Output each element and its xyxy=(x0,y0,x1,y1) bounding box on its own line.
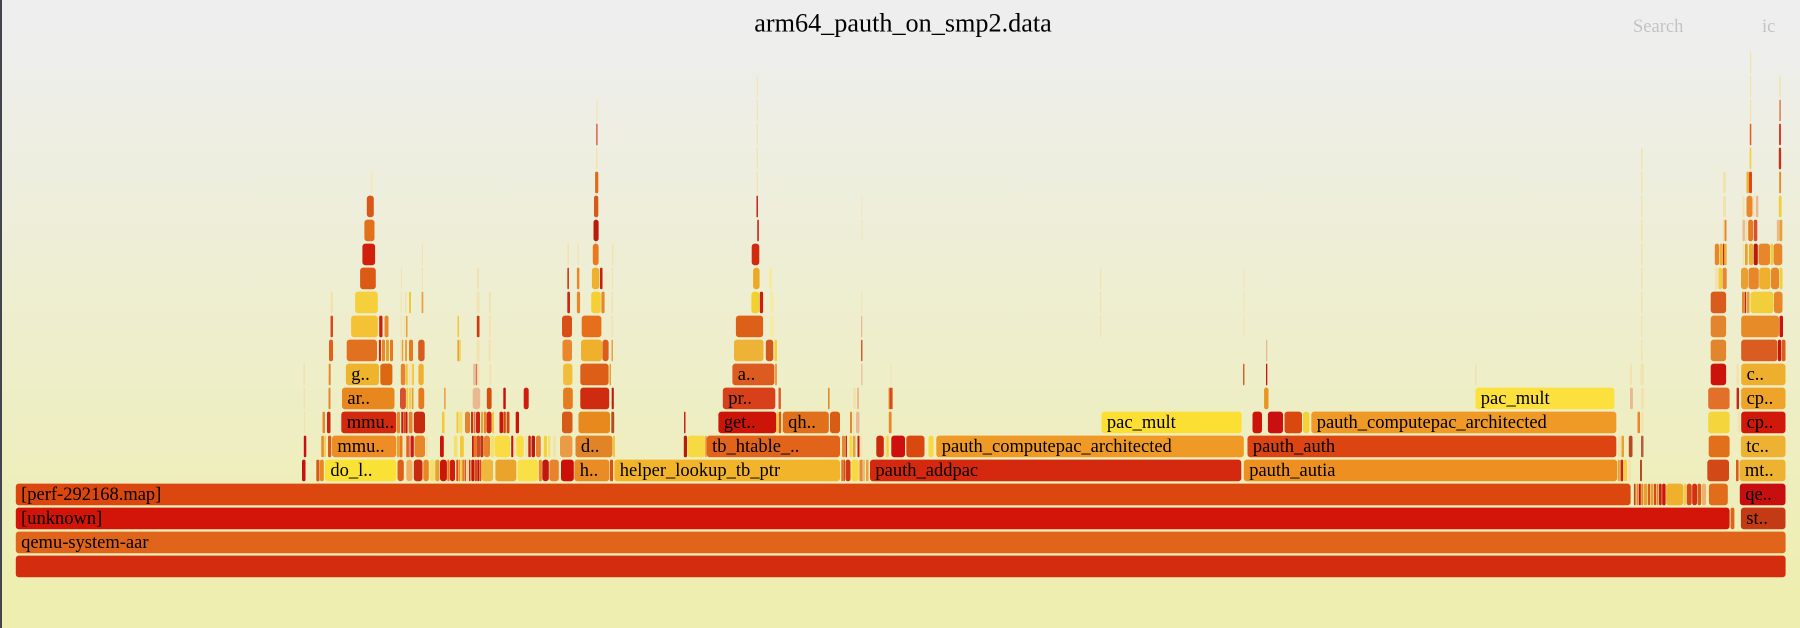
svg-text:arm64_pauth_on_smp2.data: arm64_pauth_on_smp2.data xyxy=(754,9,1052,38)
svg-text:qemu-system-aar: qemu-system-aar xyxy=(21,533,148,553)
svg-text:ic: ic xyxy=(1762,17,1775,37)
svg-text:pauth_auth: pauth_auth xyxy=(1253,437,1335,457)
svg-text:mmu..: mmu.. xyxy=(337,437,384,457)
svg-text:[unknown]: [unknown] xyxy=(21,509,102,529)
svg-text:pauth_autia: pauth_autia xyxy=(1249,461,1335,481)
svg-text:cp..: cp.. xyxy=(1747,389,1774,409)
svg-text:mmu..: mmu.. xyxy=(347,413,394,433)
svg-text:pac_mult: pac_mult xyxy=(1481,389,1551,409)
svg-text:pauth_computepac_architected: pauth_computepac_architected xyxy=(942,437,1173,457)
svg-text:get..: get.. xyxy=(724,413,756,433)
svg-text:h..: h.. xyxy=(580,461,599,481)
svg-text:[perf-292168.map]: [perf-292168.map] xyxy=(21,485,161,505)
svg-text:cp..: cp.. xyxy=(1747,413,1774,433)
svg-text:do_l..: do_l.. xyxy=(330,461,372,481)
svg-text:pr..: pr.. xyxy=(728,389,752,409)
svg-text:qe..: qe.. xyxy=(1745,485,1772,505)
svg-text:qh..: qh.. xyxy=(788,413,816,433)
svg-text:mt..: mt.. xyxy=(1745,461,1774,481)
svg-text:g..: g.. xyxy=(351,365,370,385)
svg-text:d..: d.. xyxy=(581,437,600,457)
svg-text:ar..: ar.. xyxy=(347,389,370,409)
svg-text:tc..: tc.. xyxy=(1746,437,1769,457)
svg-text:c..: c.. xyxy=(1747,365,1764,385)
svg-text:tb_htable_..: tb_htable_.. xyxy=(712,437,799,457)
svg-text:pauth_addpac: pauth_addpac xyxy=(875,461,978,481)
svg-text:Search: Search xyxy=(1633,17,1683,37)
svg-text:helper_lookup_tb_ptr: helper_lookup_tb_ptr xyxy=(620,461,780,481)
svg-text:a..: a.. xyxy=(738,365,755,385)
svg-text:st..: st.. xyxy=(1746,509,1768,529)
svg-text:pauth_computepac_architected: pauth_computepac_architected xyxy=(1317,413,1548,433)
svg-text:pac_mult: pac_mult xyxy=(1107,413,1177,433)
